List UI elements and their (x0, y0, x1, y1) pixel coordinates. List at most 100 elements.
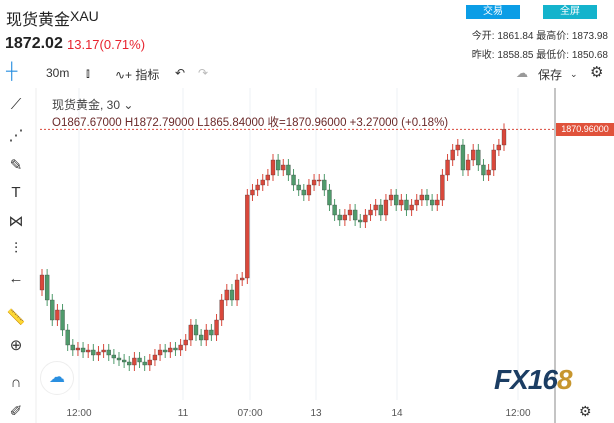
chevron-down-icon[interactable]: ⌄ (123, 98, 134, 112)
candle-body (286, 164, 291, 176)
zoom-in-icon[interactable]: ⊕ (9, 337, 23, 354)
candle-body (337, 214, 342, 221)
candle-body (209, 329, 214, 336)
stats-row-1: 今开: 1861.84 最高价: 1873.98 (472, 27, 608, 42)
cloud-icon: ☁ (516, 66, 528, 80)
candle-body (86, 349, 91, 353)
candle-body (270, 159, 276, 176)
fullscreen-button[interactable]: 全屏 (543, 5, 597, 19)
brush-icon[interactable]: ✎ (9, 157, 23, 174)
candle-body (368, 209, 373, 216)
settings-icon[interactable]: ⚙ (590, 64, 604, 81)
candle-body (501, 129, 507, 146)
candle-body (435, 199, 440, 206)
trade-button[interactable]: 交易 (466, 5, 520, 19)
candle-body (429, 199, 435, 206)
candle-body (409, 204, 414, 211)
fib-icon[interactable]: ⋰ (8, 127, 24, 144)
candle-body (116, 357, 122, 361)
candle-body (322, 179, 327, 191)
time-axis-label: 12:00 (66, 408, 92, 419)
candle-body (111, 354, 117, 359)
candle-body (352, 209, 358, 221)
redo-icon[interactable]: ↷ (198, 66, 209, 80)
time-axis-label: 11 (177, 408, 189, 419)
candle-body (137, 357, 142, 363)
candle-body (80, 347, 86, 353)
current-price: 1872.02 (5, 35, 63, 52)
interval-selector[interactable]: 30m (46, 66, 70, 80)
chevron-down-icon[interactable]: ⌄ (570, 69, 578, 79)
open-value: 1861.84 (497, 31, 534, 42)
instrument-title: 现货黄金 (6, 12, 71, 29)
candle-body (65, 329, 70, 346)
candle-type-icon[interactable]: ⫾ (86, 66, 90, 80)
candle-body (373, 204, 378, 211)
time-axis-label: 12:00 (505, 408, 531, 419)
candle-body (106, 349, 111, 356)
price-change: 13.17(0.71%) (67, 37, 146, 52)
crosshair-icon[interactable]: ┼ (6, 63, 18, 80)
candle-body (39, 274, 45, 291)
text-icon[interactable]: T (11, 184, 21, 201)
candle-body (229, 289, 235, 301)
candle-body (255, 184, 260, 191)
candle-body (245, 194, 250, 279)
candle-body (198, 334, 204, 341)
high-label: 最高价: (536, 31, 570, 42)
candle-body (388, 194, 394, 201)
candle-body (44, 274, 50, 301)
candle-body (183, 339, 188, 346)
candle-body (311, 179, 317, 186)
chart-toolbar: ┼ 30m ⫾ ∿+ 指标 ↶ ↷ ☁ 保存 ⌄ ⚙ (0, 62, 614, 86)
candle-body (363, 214, 368, 223)
candle-body (424, 194, 430, 201)
candle-body (214, 319, 219, 336)
candle-body (414, 199, 419, 206)
candle-body (460, 144, 466, 171)
candle-body (163, 349, 168, 353)
candle-body (240, 277, 245, 281)
lock-drawing-icon[interactable]: ✐ (9, 403, 23, 420)
candle-body (75, 347, 81, 351)
candle-body (486, 169, 491, 176)
candle-body (491, 149, 496, 171)
last-price-label: 1870.96000 (556, 123, 614, 136)
candle-body (127, 361, 132, 366)
candle-body (399, 199, 404, 206)
measure-icon[interactable]: ⫶ (14, 240, 18, 257)
candle-body (419, 194, 425, 201)
indicators-icon: ∿+ (115, 68, 133, 82)
candle-body (455, 144, 460, 151)
candle-body (132, 357, 137, 366)
candle-body (471, 149, 476, 161)
candle-body (306, 184, 312, 196)
candle-body (265, 174, 271, 181)
candle-body (121, 359, 127, 363)
low-label: 最低价: (536, 50, 570, 61)
indicators-button[interactable]: ∿+ 指标 (115, 66, 159, 83)
candle-body (157, 349, 163, 356)
undo-icon[interactable]: ↶ (175, 66, 186, 80)
trend-line-icon[interactable]: ⟋ (10, 96, 22, 113)
candle-body (440, 174, 445, 201)
back-arrow-icon[interactable]: ← (8, 270, 24, 287)
candle-body (168, 347, 173, 353)
chart-canvas[interactable] (0, 88, 614, 423)
chart-logo-icon[interactable]: ☁ (40, 361, 74, 395)
indicators-label: 指标 (135, 68, 160, 82)
candle-body (91, 349, 96, 356)
pattern-icon[interactable]: ⋈ (8, 213, 24, 230)
open-label: 今开: (471, 31, 495, 42)
candle-body (101, 349, 106, 353)
candle-body (60, 309, 65, 331)
candle-body (383, 199, 389, 216)
ruler-icon[interactable]: 📏 (6, 309, 26, 326)
save-button[interactable]: 保存 (538, 68, 563, 82)
axis-settings-icon[interactable]: ⚙ (579, 403, 592, 419)
magnet-icon[interactable]: ∩ (10, 374, 22, 391)
candle-body (50, 299, 55, 321)
candle-body (301, 189, 306, 196)
low-value: 1850.68 (571, 50, 608, 61)
legend-title: 现货黄金, 30 ⌄ (52, 96, 133, 113)
